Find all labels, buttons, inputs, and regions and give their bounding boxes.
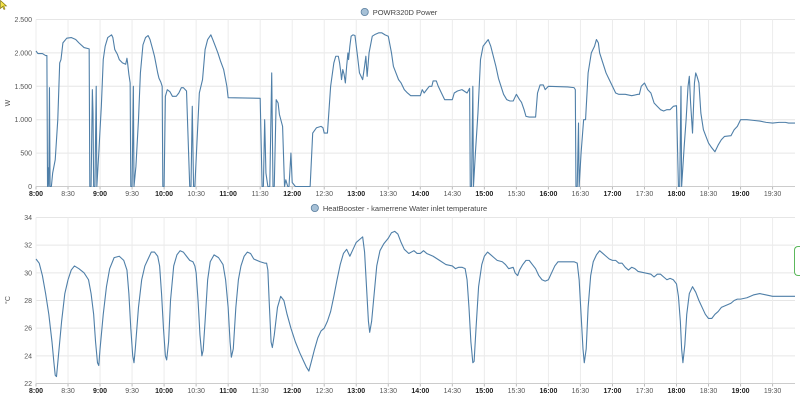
x-tick-label: 9:30 [125, 388, 139, 395]
x-tick-label: 15:00 [475, 191, 493, 198]
x-tick-label: 14:30 [444, 191, 462, 198]
legend-label[interactable]: HeatBooster - kamerrene Water inlet temp… [323, 204, 487, 213]
x-tick-label: 16:00 [539, 191, 557, 198]
x-tick-label: 15:30 [508, 191, 526, 198]
y-tick-label: 2.000 [14, 50, 32, 57]
legend-swatch-icon[interactable] [310, 203, 319, 212]
y-tick-label: 26 [24, 326, 32, 333]
x-tick-label: 15:00 [475, 388, 493, 395]
x-tick-label: 17:00 [604, 388, 622, 395]
x-tick-label: 19:00 [732, 191, 750, 198]
y-tick-label: 34 [24, 215, 32, 222]
x-tick-label: 18:30 [700, 388, 718, 395]
y-tick-label: 24 [24, 353, 32, 360]
x-tick-label: 18:30 [700, 191, 718, 198]
x-tick-label: 10:30 [187, 191, 205, 198]
x-tick-label: 13:30 [380, 191, 398, 198]
x-tick-label: 16:30 [572, 388, 590, 395]
x-tick-label: 8:30 [61, 388, 75, 395]
x-tick-label: 16:00 [539, 388, 557, 395]
y-tick-label: 28 [24, 298, 32, 305]
x-tick-label: 10:30 [187, 388, 205, 395]
x-tick-label: 14:00 [411, 388, 429, 395]
x-tick-label: 8:00 [29, 388, 43, 395]
x-tick-label: 9:00 [93, 191, 107, 198]
x-tick-label: 8:00 [29, 191, 43, 198]
x-tick-label: 13:00 [347, 191, 365, 198]
y-tick-label: 1.000 [14, 117, 32, 124]
side-panel-handle[interactable] [794, 246, 800, 276]
x-tick-label: 17:30 [636, 388, 654, 395]
series-line[interactable] [35, 32, 795, 188]
x-tick-label: 10:00 [155, 388, 173, 395]
y-tick-label: 22 [24, 381, 32, 388]
y-axis-unit: °C [4, 296, 12, 304]
mouse-cursor-icon [0, 0, 8, 10]
x-tick-label: 18:00 [668, 388, 686, 395]
x-tick-label: 19:30 [764, 191, 782, 198]
legend-label[interactable]: POWR320D Power [373, 8, 438, 17]
y-tick-label: 32 [24, 243, 32, 250]
temperature-chart: HeatBooster - kamerrene Water inlet temp… [4, 203, 795, 395]
x-tick-label: 19:00 [732, 388, 750, 395]
y-tick-label: 30 [24, 270, 32, 277]
y-axis-unit: W [5, 99, 12, 106]
x-tick-label: 8:30 [61, 191, 75, 198]
x-tick-label: 17:30 [636, 191, 654, 198]
x-tick-label: 13:30 [380, 388, 398, 395]
y-tick-label: 500 [20, 151, 32, 158]
x-tick-label: 10:00 [155, 191, 173, 198]
x-tick-label: 11:30 [252, 191, 269, 198]
x-tick-label: 12:30 [315, 388, 333, 395]
x-tick-label: 12:30 [315, 191, 333, 198]
legend-swatch-icon[interactable] [360, 7, 369, 16]
x-tick-label: 16:30 [572, 191, 590, 198]
x-tick-label: 14:30 [444, 388, 462, 395]
y-tick-label: 0 [28, 184, 32, 191]
x-tick-label: 15:30 [508, 388, 526, 395]
x-tick-label: 13:00 [347, 388, 365, 395]
series-line[interactable] [35, 230, 795, 378]
power-chart: POWR320D Power W 0 500 1.000 1.500 2.000 2.500 8… [5, 7, 795, 198]
y-tick-label: 2.500 [14, 17, 32, 24]
x-tick-label: 18:00 [668, 191, 686, 198]
x-tick-label: 12:00 [283, 388, 301, 395]
x-tick-label: 11:00 [219, 388, 237, 395]
x-tick-label: 9:30 [125, 191, 139, 198]
x-tick-label: 11:00 [219, 191, 237, 198]
x-tick-label: 19:30 [764, 388, 782, 395]
x-tick-label: 14:00 [411, 191, 429, 198]
x-tick-label: 12:00 [283, 191, 301, 198]
x-tick-label: 17:00 [604, 191, 622, 198]
y-tick-label: 1.500 [14, 84, 32, 91]
x-tick-label: 9:00 [93, 388, 107, 395]
x-tick-label: 11:30 [252, 388, 269, 395]
